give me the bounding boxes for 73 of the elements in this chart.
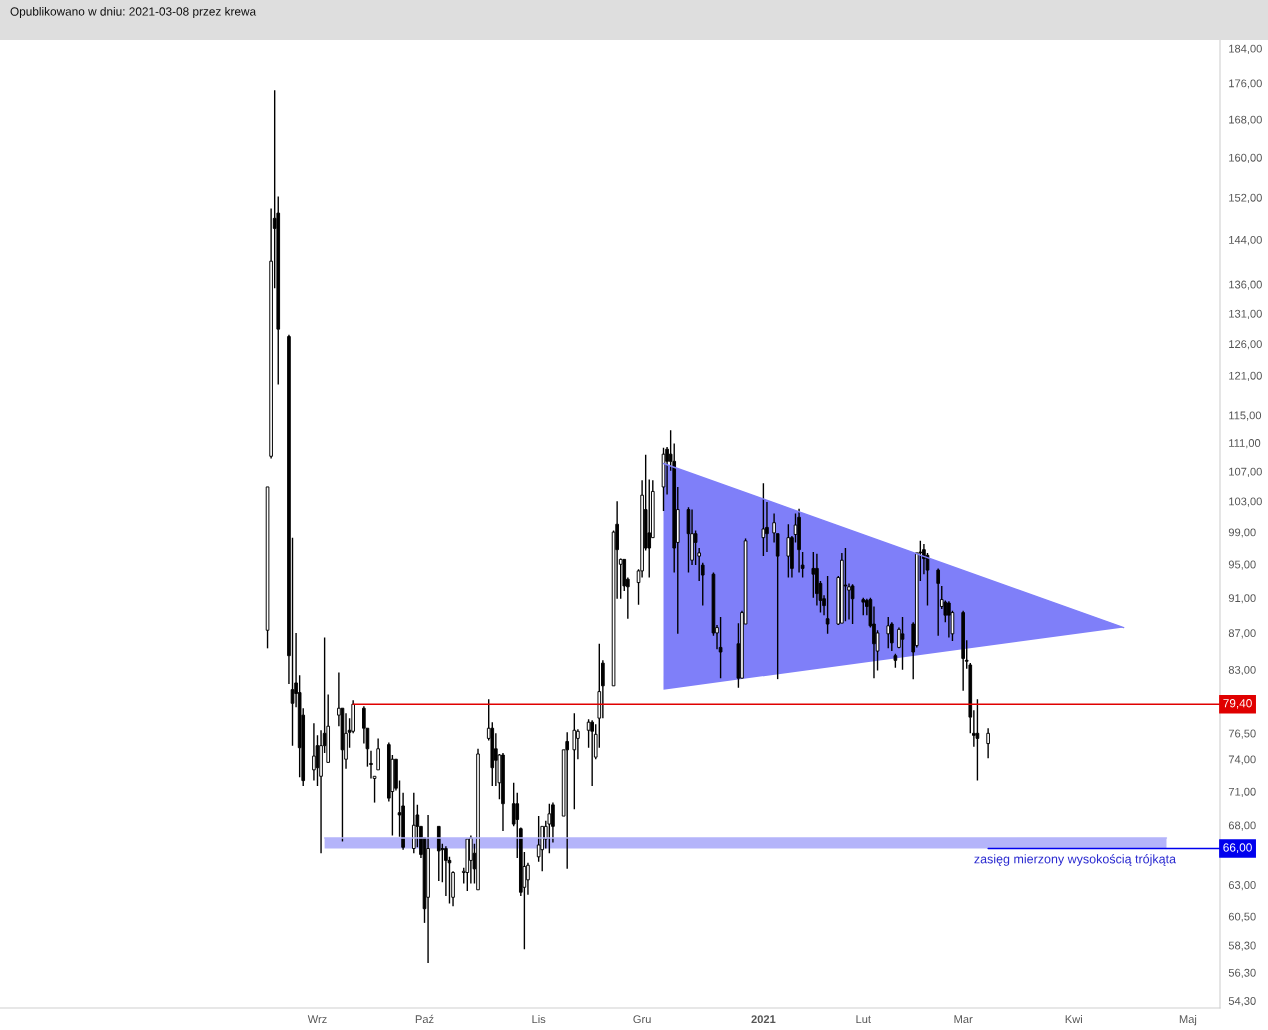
y-tick-label: 87,00 bbox=[1228, 629, 1256, 639]
y-tick-label: 168,00 bbox=[1229, 115, 1262, 125]
y-tick-label: 63,00 bbox=[1228, 881, 1256, 891]
y-tick-label: 160,00 bbox=[1229, 153, 1262, 163]
candlestick bbox=[975, 698, 980, 782]
candlestick bbox=[718, 616, 723, 679]
y-tick-label: 76,50 bbox=[1228, 729, 1256, 739]
y-tick-label: 99,00 bbox=[1228, 528, 1256, 538]
candlestick bbox=[376, 737, 380, 771]
x-tick-label: Paź bbox=[415, 1014, 434, 1024]
y-tick-label: 74,00 bbox=[1228, 755, 1256, 765]
y-tick-label: 103,00 bbox=[1229, 497, 1262, 507]
y-tick-label: 83,00 bbox=[1228, 665, 1256, 676]
candlestick bbox=[426, 814, 430, 964]
x-tick-label: Wrz bbox=[307, 1015, 327, 1023]
y-tick-label: 184,00 bbox=[1229, 44, 1262, 54]
y-tick-label: 58,30 bbox=[1228, 941, 1256, 951]
candlestick bbox=[825, 575, 830, 635]
candlestick bbox=[961, 610, 965, 692]
x-tick-label: 2021 bbox=[751, 1015, 776, 1024]
candlestick bbox=[843, 547, 848, 623]
y-tick-label: 126,00 bbox=[1229, 340, 1262, 350]
y-tick-label: 115,00 bbox=[1229, 411, 1262, 421]
candlestick bbox=[576, 728, 580, 760]
x-tick-label: Mar bbox=[954, 1015, 973, 1024]
candlestick bbox=[840, 552, 844, 624]
candlestick bbox=[362, 705, 366, 745]
annotation: zasięg mierzony wysokością trójkąta bbox=[974, 854, 1177, 866]
candlestick bbox=[886, 616, 891, 650]
candlestick bbox=[476, 748, 480, 891]
y-tick-label: 176,00 bbox=[1229, 79, 1262, 89]
candlestick bbox=[947, 600, 951, 639]
candlestick bbox=[494, 732, 498, 787]
candlestick bbox=[565, 731, 570, 870]
candlestick bbox=[265, 486, 270, 650]
y-tick-label: 144,00 bbox=[1229, 235, 1262, 246]
series-label: 66,00 bbox=[1223, 843, 1252, 854]
candlestick bbox=[572, 712, 577, 811]
y-tick-label: 60,50 bbox=[1228, 912, 1256, 922]
candlestick bbox=[501, 752, 505, 832]
candlestick bbox=[889, 621, 894, 652]
candlestick bbox=[986, 727, 990, 759]
y-tick-label: 56,30 bbox=[1228, 968, 1256, 978]
candlestick bbox=[411, 791, 416, 854]
y-tick-label: 54,30 bbox=[1228, 997, 1256, 1007]
y-tick-label: 107,00 bbox=[1229, 467, 1262, 477]
candlestick bbox=[850, 583, 855, 625]
y-tick-label: 136,00 bbox=[1229, 280, 1262, 290]
x-tick-label: Kwi bbox=[1065, 1014, 1082, 1023]
candlestick bbox=[786, 523, 791, 579]
candlestick bbox=[811, 551, 816, 599]
y-tick-label: 131,00 bbox=[1229, 309, 1262, 319]
x-tick-label: Lut bbox=[856, 1015, 871, 1024]
candlestick bbox=[590, 719, 594, 787]
y-tick-label: 71,00 bbox=[1228, 787, 1256, 797]
y-tick-label: 152,00 bbox=[1229, 193, 1262, 203]
candlestick bbox=[469, 834, 473, 885]
y-tick-label: 68,00 bbox=[1228, 821, 1256, 831]
candlestick bbox=[797, 508, 801, 574]
series-label: 79,40 bbox=[1223, 699, 1252, 709]
candlestick bbox=[369, 750, 373, 780]
y-tick-label: 91,00 bbox=[1228, 594, 1256, 604]
x-tick-label: Maj bbox=[1179, 1014, 1197, 1026]
x-tick-label: Lis bbox=[532, 1014, 546, 1024]
candlestick bbox=[761, 482, 766, 557]
candlestick bbox=[436, 825, 441, 882]
text: Opublikowano w dniu: 2021-03-08 przez krewa bbox=[10, 7, 257, 19]
x-tick-label: Gru bbox=[633, 1015, 651, 1024]
candlestick bbox=[686, 506, 691, 574]
candlestick bbox=[900, 616, 905, 671]
y-tick-label: 111,00 bbox=[1229, 439, 1261, 449]
y-tick-label: 121,00 bbox=[1229, 371, 1262, 381]
y-tick-label: 95,00 bbox=[1228, 560, 1256, 570]
